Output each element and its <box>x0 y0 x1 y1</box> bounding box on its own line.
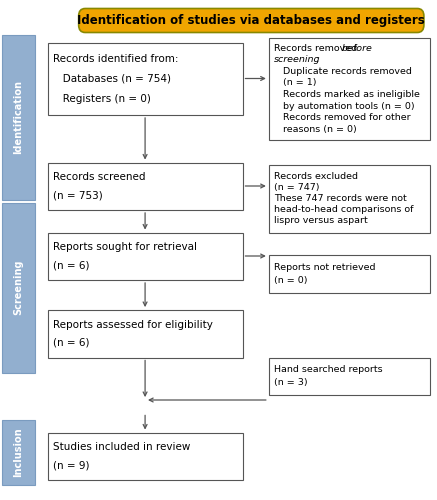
Text: Identification: Identification <box>14 80 24 154</box>
Text: Databases (n = 754): Databases (n = 754) <box>53 74 171 84</box>
Text: before: before <box>342 44 373 53</box>
Text: Records excluded: Records excluded <box>274 172 358 181</box>
Text: Records marked as ineligible: Records marked as ineligible <box>274 90 420 99</box>
Text: Reports not retrieved: Reports not retrieved <box>274 263 375 272</box>
FancyBboxPatch shape <box>79 8 424 32</box>
FancyBboxPatch shape <box>269 165 430 232</box>
Text: screening: screening <box>274 56 320 64</box>
Text: Identification of studies via databases and registers: Identification of studies via databases … <box>77 14 425 27</box>
Text: Records removed for other: Records removed for other <box>274 113 411 122</box>
Text: (n = 3): (n = 3) <box>274 378 308 387</box>
FancyBboxPatch shape <box>2 35 35 200</box>
FancyBboxPatch shape <box>269 38 430 140</box>
Text: :: : <box>316 56 319 64</box>
FancyBboxPatch shape <box>2 202 35 372</box>
Text: Hand searched reports: Hand searched reports <box>274 366 383 374</box>
Text: Reports sought for retrieval: Reports sought for retrieval <box>53 242 198 252</box>
Text: Studies included in review: Studies included in review <box>53 442 191 452</box>
Text: (n = 6): (n = 6) <box>53 260 90 270</box>
FancyBboxPatch shape <box>48 162 243 210</box>
FancyBboxPatch shape <box>269 255 430 292</box>
Text: Records removed: Records removed <box>274 44 360 53</box>
Text: Inclusion: Inclusion <box>14 428 24 478</box>
Text: head-to-head comparisons of: head-to-head comparisons of <box>274 206 413 214</box>
Text: These 747 records were not: These 747 records were not <box>274 194 407 203</box>
Text: (n = 1): (n = 1) <box>274 78 316 88</box>
FancyBboxPatch shape <box>48 42 243 115</box>
Text: Registers (n = 0): Registers (n = 0) <box>53 94 151 104</box>
Text: (n = 753): (n = 753) <box>53 190 103 200</box>
Text: (n = 747): (n = 747) <box>274 183 319 192</box>
FancyBboxPatch shape <box>2 420 35 485</box>
FancyBboxPatch shape <box>48 232 243 280</box>
Text: (n = 6): (n = 6) <box>53 338 90 347</box>
Text: Reports assessed for eligibility: Reports assessed for eligibility <box>53 320 213 330</box>
FancyBboxPatch shape <box>48 310 243 358</box>
FancyBboxPatch shape <box>48 432 243 480</box>
Text: Records screened: Records screened <box>53 172 146 182</box>
Text: (n = 0): (n = 0) <box>274 276 308 284</box>
Text: by automation tools (n = 0): by automation tools (n = 0) <box>274 102 415 110</box>
Text: lispro versus aspart: lispro versus aspart <box>274 216 368 226</box>
Text: Records identified from:: Records identified from: <box>53 54 179 64</box>
Text: Duplicate records removed: Duplicate records removed <box>274 67 412 76</box>
Text: (n = 9): (n = 9) <box>53 460 90 470</box>
FancyBboxPatch shape <box>269 358 430 395</box>
Text: Screening: Screening <box>14 260 24 316</box>
Text: reasons (n = 0): reasons (n = 0) <box>274 124 357 134</box>
